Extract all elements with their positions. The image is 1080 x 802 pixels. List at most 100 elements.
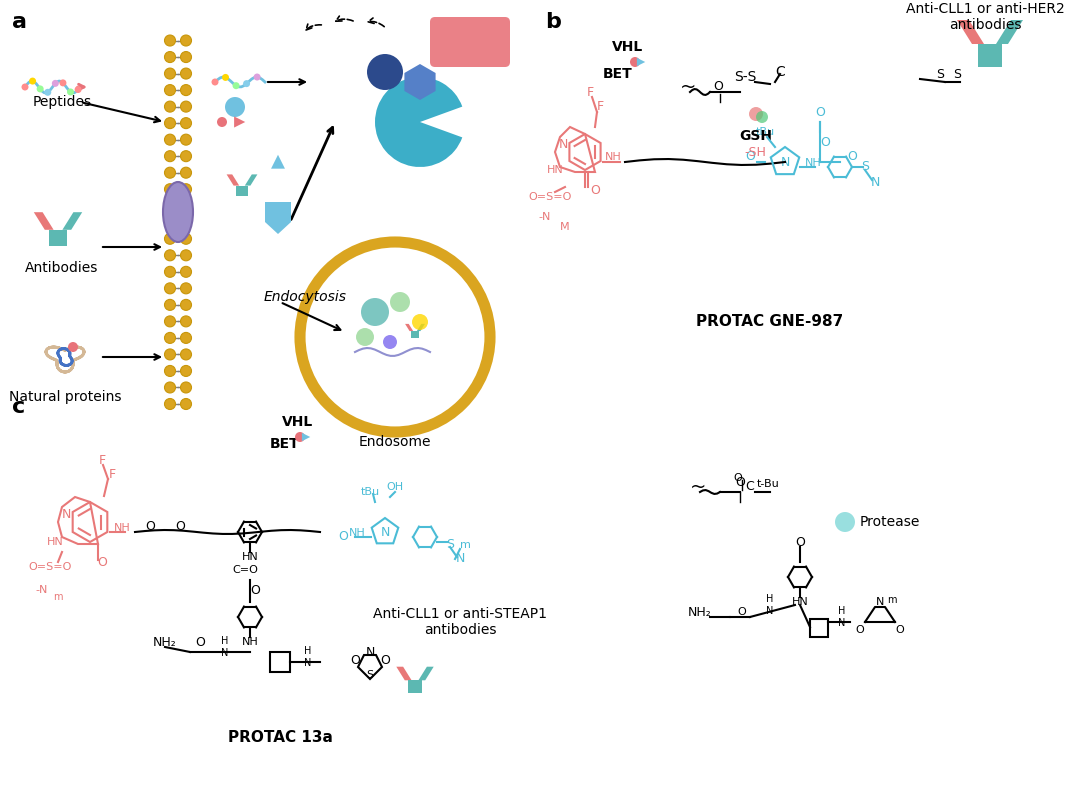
Text: a: a: [12, 12, 27, 32]
Circle shape: [29, 78, 36, 84]
Text: H
N: H N: [838, 606, 846, 628]
Text: F: F: [98, 453, 106, 467]
Circle shape: [212, 79, 218, 86]
Circle shape: [180, 249, 191, 261]
Text: O: O: [97, 556, 107, 569]
Text: -N: -N: [36, 585, 49, 595]
Circle shape: [164, 200, 175, 211]
Circle shape: [22, 83, 28, 91]
Polygon shape: [50, 230, 67, 246]
Text: O: O: [338, 530, 348, 544]
Text: Ub: Ub: [376, 66, 394, 79]
Text: S: S: [366, 670, 374, 680]
Text: Anti-CLL1 or anti-STEAP1
antibodies: Anti-CLL1 or anti-STEAP1 antibodies: [373, 607, 546, 637]
Text: H
N: H N: [767, 594, 773, 616]
Circle shape: [180, 200, 191, 211]
Circle shape: [217, 117, 227, 127]
Text: S-S: S-S: [733, 70, 756, 84]
Circle shape: [356, 328, 374, 346]
Text: Endocytosis: Endocytosis: [264, 290, 347, 304]
Text: ~: ~: [679, 78, 697, 96]
Polygon shape: [63, 213, 82, 230]
Polygon shape: [411, 331, 419, 338]
Polygon shape: [33, 213, 54, 230]
Text: M: M: [561, 222, 570, 232]
Text: NH: NH: [349, 528, 365, 538]
Circle shape: [180, 283, 191, 294]
Text: O: O: [855, 625, 864, 635]
Circle shape: [164, 35, 175, 46]
Polygon shape: [237, 185, 247, 196]
Circle shape: [180, 399, 191, 410]
Text: VHL: VHL: [282, 415, 313, 429]
Circle shape: [630, 57, 640, 67]
Circle shape: [180, 316, 191, 327]
Circle shape: [411, 314, 428, 330]
FancyBboxPatch shape: [430, 17, 510, 67]
Circle shape: [164, 118, 175, 128]
Circle shape: [164, 184, 175, 195]
Circle shape: [835, 512, 855, 532]
Circle shape: [164, 266, 175, 277]
Text: tBu: tBu: [361, 487, 379, 497]
Circle shape: [180, 101, 191, 112]
Text: O: O: [820, 136, 829, 148]
Circle shape: [164, 134, 175, 145]
Polygon shape: [405, 324, 414, 331]
Text: NH: NH: [805, 158, 822, 168]
Text: O: O: [590, 184, 599, 196]
Text: S: S: [936, 67, 944, 80]
Circle shape: [164, 382, 175, 393]
Circle shape: [180, 84, 191, 95]
Text: OH: OH: [387, 482, 404, 492]
Circle shape: [180, 35, 191, 46]
Ellipse shape: [163, 182, 193, 242]
Text: O: O: [815, 106, 825, 119]
Circle shape: [180, 266, 191, 277]
Circle shape: [44, 89, 51, 95]
Circle shape: [232, 82, 240, 89]
Text: Endosome: Endosome: [359, 435, 431, 449]
Text: C: C: [745, 480, 754, 493]
Text: S: S: [446, 538, 454, 552]
Circle shape: [164, 283, 175, 294]
Text: HN: HN: [792, 597, 808, 607]
Circle shape: [180, 366, 191, 376]
Text: Protease: Protease: [860, 515, 920, 529]
Circle shape: [180, 118, 191, 128]
Text: HN: HN: [46, 537, 64, 547]
Text: m: m: [888, 595, 896, 605]
Text: N: N: [62, 508, 70, 520]
Text: NH₂: NH₂: [153, 635, 177, 649]
Polygon shape: [245, 174, 257, 185]
Circle shape: [52, 80, 58, 87]
Bar: [810, 619, 828, 637]
Wedge shape: [375, 77, 462, 167]
Circle shape: [164, 349, 175, 360]
Circle shape: [756, 111, 768, 123]
Text: O: O: [735, 476, 745, 488]
Circle shape: [59, 79, 67, 87]
Text: N: N: [456, 553, 464, 565]
Circle shape: [164, 51, 175, 63]
Text: Antibodies: Antibodies: [25, 261, 98, 275]
Text: O: O: [733, 473, 742, 483]
Polygon shape: [996, 20, 1023, 44]
Text: Natural proteins: Natural proteins: [9, 390, 121, 404]
Text: c: c: [12, 397, 25, 417]
Circle shape: [180, 382, 191, 393]
Text: BET: BET: [603, 67, 633, 81]
Circle shape: [383, 335, 397, 349]
Circle shape: [164, 84, 175, 95]
Circle shape: [164, 151, 175, 162]
Text: O: O: [251, 584, 260, 597]
Text: Peptides: Peptides: [32, 95, 92, 109]
Circle shape: [164, 68, 175, 79]
Text: O: O: [195, 635, 205, 649]
Text: Anti-CLL1 or anti-HER2
antibodies: Anti-CLL1 or anti-HER2 antibodies: [906, 2, 1065, 32]
Text: N: N: [558, 137, 568, 151]
Text: POI: POI: [455, 34, 485, 50]
Circle shape: [164, 233, 175, 245]
Text: S: S: [953, 67, 961, 80]
Text: N: N: [380, 525, 390, 538]
